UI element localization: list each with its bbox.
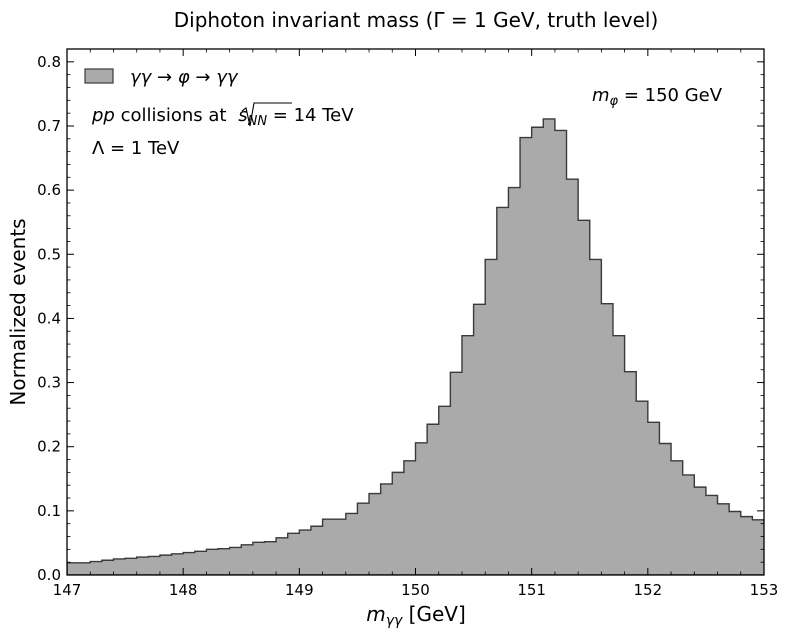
chart-title: Diphoton invariant mass (Γ = 1 GeV, trut…	[174, 8, 659, 32]
histogram-bin	[206, 549, 219, 575]
y-tick-label: 0.3	[37, 374, 61, 392]
histogram-bin	[740, 516, 753, 575]
y-tick-label: 0.2	[37, 438, 61, 456]
histogram-bin	[299, 530, 312, 575]
histogram-bin	[764, 523, 776, 575]
mass-annotation: mφ = 150 GeV	[592, 85, 723, 109]
histogram-bin	[694, 487, 707, 575]
histogram-bin	[647, 422, 660, 575]
legend: γγ → φ → γγ	[84, 67, 239, 88]
histogram-bin	[148, 556, 161, 575]
histogram-bin	[729, 511, 742, 575]
y-tick-label: 0.1	[37, 502, 61, 520]
histogram-bin	[717, 503, 730, 575]
histogram-bin	[334, 519, 347, 575]
histogram-bin	[194, 551, 207, 575]
legend-label: γγ → φ → γγ	[130, 67, 239, 88]
histogram-bin	[659, 443, 672, 575]
histogram-bin	[171, 553, 184, 575]
histogram-bin	[310, 526, 323, 575]
y-tick-label: 0.0	[37, 566, 61, 584]
histogram-bin	[345, 513, 358, 575]
histogram-bin	[578, 220, 591, 575]
histogram-bin	[264, 541, 277, 575]
y-tick-label: 0.8	[37, 53, 61, 71]
histogram-bin	[705, 495, 718, 575]
histogram-bin	[427, 424, 440, 575]
histogram-bin	[113, 558, 126, 575]
histogram-bin	[78, 562, 91, 575]
histogram-bin	[125, 558, 138, 575]
histogram-bin	[90, 561, 103, 575]
histogram-bin	[159, 555, 172, 575]
histogram-bin	[671, 460, 684, 575]
x-tick-label: 152	[634, 581, 663, 599]
histogram-bin	[392, 472, 405, 575]
histogram-bin	[589, 259, 602, 575]
histogram-bin	[776, 528, 788, 575]
histogram-bin	[357, 503, 370, 575]
y-axis-label: Normalized events	[6, 218, 30, 405]
histogram-bin	[461, 335, 474, 575]
histogram-bin	[287, 533, 300, 575]
histogram-outline	[67, 118, 764, 575]
histogram-bin	[101, 560, 114, 575]
histogram-bin	[67, 562, 80, 575]
histogram-bin	[543, 118, 556, 575]
histogram-bin	[636, 401, 649, 575]
histogram-bin	[601, 303, 614, 575]
x-tick-label: 151	[517, 581, 546, 599]
histogram-bin	[554, 130, 567, 575]
histogram-bin	[485, 259, 498, 575]
histogram-bin	[322, 519, 335, 575]
histogram-bin	[218, 548, 231, 575]
x-tick-label: 150	[401, 581, 430, 599]
x-axis-label: mγγ [GeV]	[366, 602, 466, 629]
histogram-bin	[752, 519, 764, 575]
histogram-bin	[403, 460, 416, 575]
axis-ticks: 147 148 149 150 151 152 153 0.0 0.1 0.2 0.3 0.4 0.5 0…	[37, 48, 779, 599]
histogram-bin	[369, 493, 382, 575]
x-tick-label: 153	[750, 581, 779, 599]
legend-swatch	[84, 68, 114, 84]
histogram-bin	[438, 406, 451, 575]
histogram-bin	[624, 371, 637, 575]
y-tick-label: 0.4	[37, 309, 61, 327]
histogram-bin	[496, 207, 509, 575]
histogram-bin	[380, 483, 393, 575]
sqrt-sign	[241, 102, 292, 127]
plot-area	[67, 118, 788, 575]
y-tick-label: 0.5	[37, 245, 61, 263]
histogram-bin	[531, 127, 544, 575]
histogram-bin	[520, 137, 533, 575]
histogram-bin	[415, 442, 428, 575]
y-tick-label: 0.7	[37, 117, 61, 135]
histogram-bin	[508, 187, 521, 575]
histogram-bin	[450, 372, 463, 575]
x-tick-label: 147	[53, 581, 82, 599]
x-tick-label: 148	[169, 581, 198, 599]
y-tick-label: 0.6	[37, 181, 61, 199]
histogram-bin	[612, 335, 625, 575]
histogram-bin	[241, 544, 254, 575]
histogram-bin	[252, 542, 265, 575]
lambda-annotation: Λ = 1 TeV	[92, 138, 180, 159]
histogram-bin	[566, 179, 579, 575]
histogram-bin	[682, 474, 695, 575]
histogram-bin	[473, 304, 486, 575]
histogram-bin	[276, 537, 289, 575]
histogram-bin	[229, 547, 242, 575]
histogram-bin	[183, 552, 196, 575]
histogram-bin	[136, 557, 149, 575]
x-tick-label: 149	[285, 581, 314, 599]
collisions-annotation: pp collisions at sNN = 14 TeV	[91, 105, 354, 129]
